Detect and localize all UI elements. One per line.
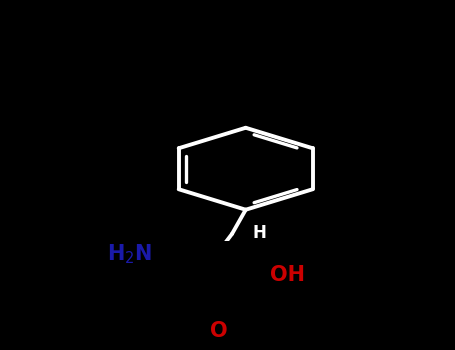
Polygon shape — [155, 256, 214, 260]
Text: O: O — [210, 321, 227, 341]
Polygon shape — [218, 277, 268, 286]
Text: OH: OH — [270, 265, 305, 285]
Text: H: H — [253, 224, 266, 242]
Text: H$_2$N: H$_2$N — [107, 243, 152, 266]
